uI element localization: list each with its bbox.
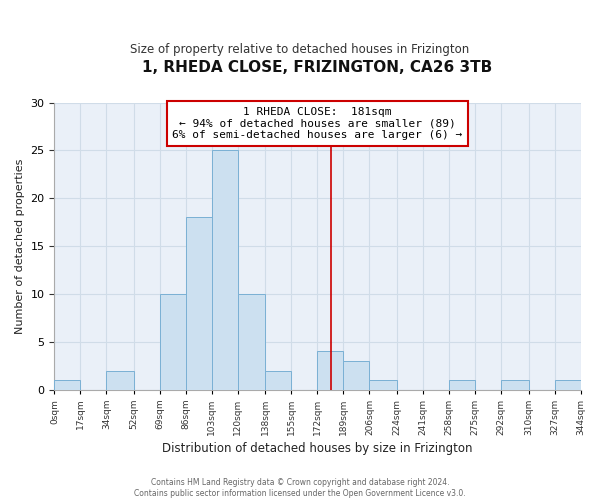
X-axis label: Distribution of detached houses by size in Frizington: Distribution of detached houses by size … [162, 442, 473, 455]
Bar [501, 380, 529, 390]
Title: 1, RHEDA CLOSE, FRIZINGTON, CA26 3TB: 1, RHEDA CLOSE, FRIZINGTON, CA26 3TB [142, 60, 493, 75]
Bar [317, 352, 343, 390]
Bar [449, 380, 475, 390]
Bar [212, 150, 238, 390]
Bar [265, 370, 292, 390]
Bar [343, 361, 370, 390]
Bar [186, 218, 212, 390]
Text: Size of property relative to detached houses in Frizington: Size of property relative to detached ho… [130, 42, 470, 56]
Bar [370, 380, 397, 390]
Bar [55, 380, 80, 390]
Bar [106, 370, 134, 390]
Text: Contains HM Land Registry data © Crown copyright and database right 2024.
Contai: Contains HM Land Registry data © Crown c… [134, 478, 466, 498]
Bar [238, 294, 265, 390]
Text: 1 RHEDA CLOSE:  181sqm
← 94% of detached houses are smaller (89)
6% of semi-deta: 1 RHEDA CLOSE: 181sqm ← 94% of detached … [172, 107, 463, 140]
Bar [160, 294, 186, 390]
Bar [554, 380, 581, 390]
Y-axis label: Number of detached properties: Number of detached properties [15, 158, 25, 334]
